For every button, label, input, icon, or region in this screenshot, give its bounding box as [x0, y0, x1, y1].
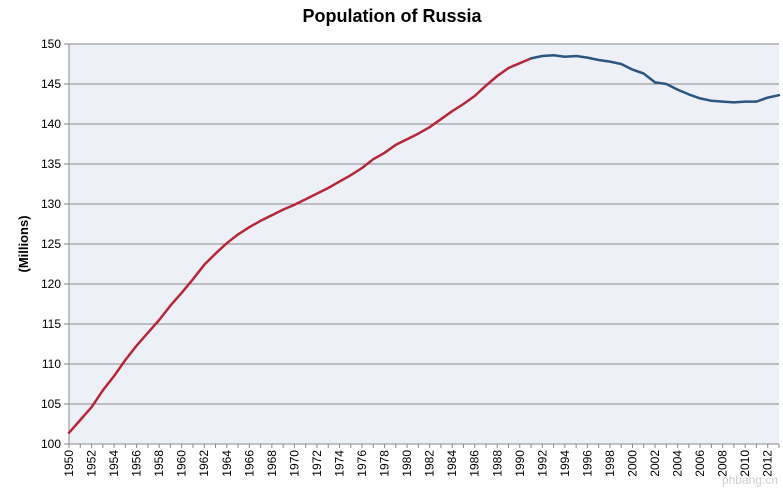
x-tick-label-1984: 1984 — [445, 450, 459, 477]
x-tick-label-1970: 1970 — [287, 450, 301, 477]
y-tick-label-140: 140 — [41, 117, 61, 131]
x-tick-label-2008: 2008 — [716, 450, 730, 477]
x-tick-label-2002: 2002 — [648, 450, 662, 477]
x-tick-label-1974: 1974 — [332, 450, 346, 477]
y-tick-label-120: 120 — [41, 277, 61, 291]
watermark-text: phbang.cn — [722, 473, 778, 487]
x-tick-label-1992: 1992 — [535, 450, 549, 477]
x-tick-label-2000: 2000 — [625, 450, 639, 477]
x-tick-label-1952: 1952 — [85, 450, 99, 477]
series-line-2 — [529, 53, 781, 104]
x-tick-label-1988: 1988 — [490, 450, 504, 477]
y-axis-ticks: 100 105 110 115 120 125 130 135 140 145 150 — [41, 37, 69, 451]
x-tick-label-1978: 1978 — [378, 450, 392, 477]
x-tick-label-2006: 2006 — [693, 450, 707, 477]
x-tick-label-1998: 1998 — [603, 450, 617, 477]
x-tick-label-2012: 2012 — [761, 450, 775, 477]
x-tick-label-1960: 1960 — [175, 450, 189, 477]
series-line-1 — [67, 57, 533, 435]
y-axis-label: (Millions) — [16, 215, 31, 272]
x-tick-label-1976: 1976 — [355, 450, 369, 477]
y-tick-label-135: 135 — [41, 157, 61, 171]
y-tick-label-130: 130 — [41, 197, 61, 211]
x-tick-label-1954: 1954 — [107, 450, 121, 477]
y-tick-label-105: 105 — [41, 397, 61, 411]
x-tick-label-1962: 1962 — [197, 450, 211, 477]
x-tick-label-2010: 2010 — [738, 450, 752, 477]
x-tick-label-1994: 1994 — [558, 450, 572, 477]
x-tick-label-1956: 1956 — [130, 450, 144, 477]
series-lines — [67, 53, 781, 435]
x-tick-label-1982: 1982 — [423, 450, 437, 477]
y-tick-label-125: 125 — [41, 237, 61, 251]
x-tick-label-1996: 1996 — [580, 450, 594, 477]
y-tick-label-150: 150 — [41, 37, 61, 51]
x-tick-label-1986: 1986 — [468, 450, 482, 477]
x-tick-label-1980: 1980 — [400, 450, 414, 477]
x-axis-ticks: 1950 1952 1954 1956 1958 1960 1962 1964 1966 1968… — [62, 444, 780, 477]
x-tick-label-1968: 1968 — [265, 450, 279, 477]
x-tick-label-1966: 1966 — [242, 450, 256, 477]
chart-title: Population of Russia — [302, 6, 482, 26]
y-tick-label-110: 110 — [42, 357, 61, 371]
x-tick-label-2004: 2004 — [671, 450, 685, 477]
x-tick-label-1958: 1958 — [152, 450, 166, 477]
x-tick-label-1990: 1990 — [513, 450, 527, 477]
y-tick-label-100: 100 — [41, 437, 61, 451]
x-tick-label-1950: 1950 — [62, 450, 76, 477]
y-tick-label-115: 115 — [42, 317, 61, 331]
y-tick-label-145: 145 — [41, 77, 61, 91]
x-tick-label-1972: 1972 — [310, 450, 324, 477]
x-tick-label-1964: 1964 — [220, 450, 234, 477]
